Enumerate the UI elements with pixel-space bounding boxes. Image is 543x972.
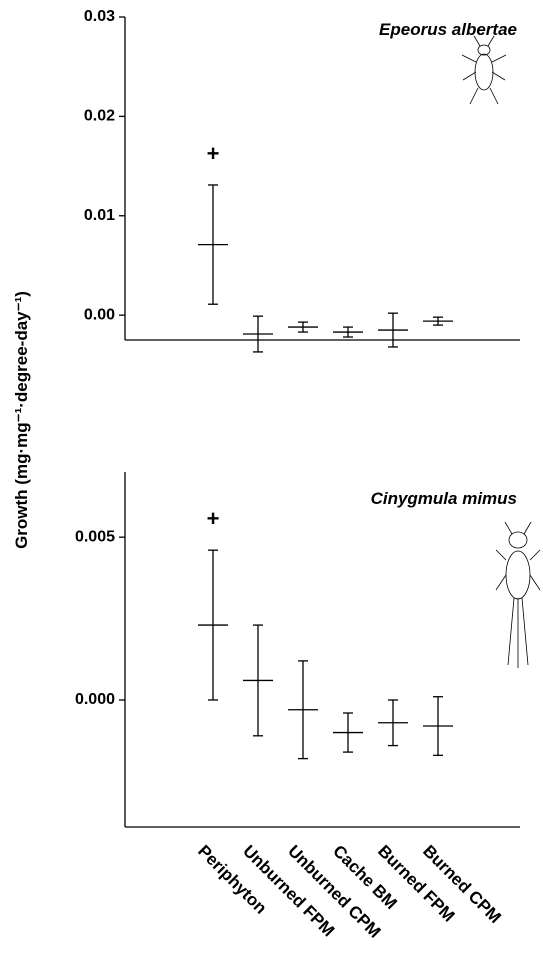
insect-icon: [495, 521, 541, 668]
annotation: +: [207, 141, 220, 166]
insect-icon: [461, 35, 507, 105]
annotation: +: [207, 506, 220, 531]
x-tick-label: Burned CPM: [419, 841, 505, 927]
y-tick-label: 0.005: [75, 528, 115, 545]
panel-title: Cinygmula mimus: [371, 489, 517, 508]
y-tick-label: 0.02: [84, 108, 115, 125]
y-tick-label: 0.00: [84, 306, 115, 323]
y-axis-label: Growth (mg·mg⁻¹·degree-day⁻¹): [12, 291, 31, 549]
panel-title: Epeorus albertae: [379, 20, 517, 39]
y-tick-label: 0.000: [75, 691, 115, 708]
y-tick-label: 0.03: [84, 8, 115, 25]
y-tick-label: 0.01: [84, 207, 115, 224]
